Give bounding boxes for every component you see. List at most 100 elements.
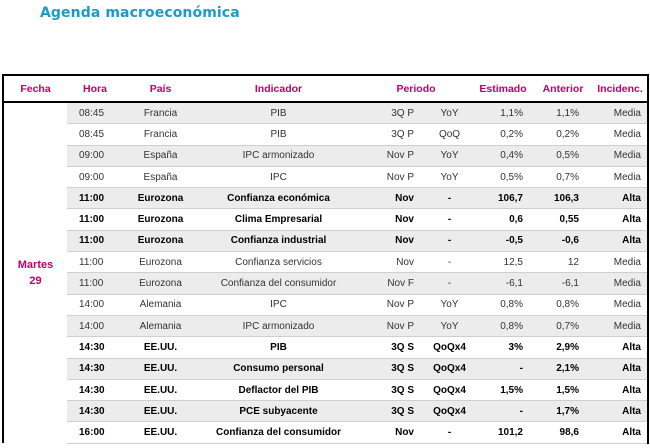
hora-cell: 08:45 bbox=[67, 102, 123, 125]
estimate-cell: 0,2% bbox=[473, 123, 533, 146]
impact-cell: Alta bbox=[593, 187, 649, 210]
table-row: 11:00 Eurozona Confianza servicios Nov -12,5… bbox=[3, 251, 649, 274]
type-cell: - bbox=[426, 251, 473, 274]
indicator-cell: IPC armonizado bbox=[198, 315, 359, 338]
indicator-cell: IPC bbox=[198, 294, 359, 316]
period-cell: 3Q S bbox=[359, 379, 426, 402]
hora-cell: 14:00 bbox=[67, 315, 123, 338]
hora-cell: 11:00 bbox=[67, 272, 123, 295]
hora-cell: 14:30 bbox=[67, 358, 123, 380]
indicator-cell: PIB bbox=[198, 336, 359, 359]
estimate-cell: 1,5% bbox=[473, 379, 533, 402]
estimate-cell: -6,1 bbox=[473, 272, 533, 295]
estimate-cell: 101,2 bbox=[473, 421, 533, 444]
estimate-cell: 0,8% bbox=[473, 294, 533, 316]
estimate-cell: 0,5% bbox=[473, 166, 533, 189]
type-cell: QoQx4 bbox=[426, 336, 473, 359]
impact-cell: Alta bbox=[593, 208, 649, 231]
impact-cell: Media bbox=[593, 251, 649, 274]
type-cell: - bbox=[426, 208, 473, 231]
hora-cell: 14:30 bbox=[67, 400, 123, 423]
type-cell: - bbox=[426, 187, 473, 210]
period-cell: 3Q S bbox=[359, 358, 426, 380]
country-cell: EE.UU. bbox=[123, 336, 198, 359]
country-cell: Francia bbox=[123, 102, 198, 125]
indicator-cell: Confianza económica bbox=[198, 187, 359, 210]
table-row: 09:00 España IPC armonizado Nov P YoY 0,4% 0,5… bbox=[3, 145, 649, 167]
previous-cell: 106,3 bbox=[533, 187, 593, 210]
indicator-cell: PIB bbox=[198, 102, 359, 125]
hora-cell: 16:00 bbox=[67, 421, 123, 444]
header-hora: Hora bbox=[67, 74, 123, 103]
impact-cell: Media bbox=[593, 123, 649, 146]
table-row: 11:00 Eurozona Confianza económica Nov -106,… bbox=[3, 187, 649, 210]
impact-cell: Media bbox=[593, 294, 649, 316]
table-row: 09:00 España IPC Nov P YoY 0,5% 0,7% Media bbox=[3, 166, 649, 189]
previous-cell: 0,55 bbox=[533, 208, 593, 231]
estimate-cell: -0,5 bbox=[473, 230, 533, 253]
previous-cell: -0,6 bbox=[533, 230, 593, 253]
table-row: 14:00 Alemania IPC Nov P YoY 0,8% 0,8% Media bbox=[3, 294, 649, 316]
country-cell: EE.UU. bbox=[123, 421, 198, 444]
indicator-cell: Confianza industrial bbox=[198, 230, 359, 253]
estimate-cell: 12,5 bbox=[473, 251, 533, 274]
estimate-cell: - bbox=[473, 358, 533, 380]
period-cell: Nov bbox=[359, 208, 426, 231]
header-row: Fecha Hora País Indicador Periodo Estima… bbox=[2, 74, 649, 103]
previous-cell: 1,1% bbox=[533, 102, 593, 125]
country-cell: Eurozona bbox=[123, 187, 198, 210]
table-row: 11:00 Eurozona Confianza industrial Nov - -0,… bbox=[3, 230, 649, 253]
hora-cell: 14:00 bbox=[67, 294, 123, 316]
impact-cell: Alta bbox=[593, 379, 649, 402]
period-cell: 3Q P bbox=[359, 123, 426, 146]
header-estimado: Estimado bbox=[473, 74, 533, 103]
previous-cell: 0,2% bbox=[533, 123, 593, 146]
indicator-cell: Consumo personal bbox=[198, 358, 359, 380]
period-cell: Nov P bbox=[359, 315, 426, 338]
table-row: 14:30 EE.UU. PCE subyacente 3Q S QoQx4-1,7% A… bbox=[3, 400, 649, 423]
type-cell: QoQx4 bbox=[426, 379, 473, 402]
period-cell: Nov bbox=[359, 230, 426, 253]
type-cell: QoQx4 bbox=[426, 358, 473, 380]
previous-cell: 12 bbox=[533, 251, 593, 274]
table-row: Martes 29 08:45 Francia PIB 3Q P YoY 1,1% 1,1%… bbox=[2, 102, 649, 444]
header-fecha: Fecha bbox=[2, 74, 67, 103]
type-cell: - bbox=[426, 230, 473, 253]
country-cell: Eurozona bbox=[123, 251, 198, 274]
type-cell: YoY bbox=[426, 294, 473, 316]
previous-cell: -6,1 bbox=[533, 272, 593, 295]
country-cell: España bbox=[123, 166, 198, 189]
page-title: Agenda macroeconómica bbox=[40, 5, 240, 21]
indicator-cell: IPC bbox=[198, 166, 359, 189]
estimate-cell: 0,6 bbox=[473, 208, 533, 231]
estimate-cell: 1,1% bbox=[473, 102, 533, 125]
date-cell: Martes 29 bbox=[2, 102, 67, 444]
hora-cell: 11:00 bbox=[67, 208, 123, 231]
estimate-cell: 106,7 bbox=[473, 187, 533, 210]
country-cell: EE.UU. bbox=[123, 358, 198, 380]
previous-cell: 0,7% bbox=[533, 315, 593, 338]
impact-cell: Alta bbox=[593, 336, 649, 359]
impact-cell: Alta bbox=[593, 358, 649, 380]
indicator-cell: Confianza servicios bbox=[198, 251, 359, 274]
table-row: 11:00 Eurozona Clima Empresarial Nov -0,6 0,5… bbox=[3, 208, 649, 231]
indicator-cell: Confianza del consumidor bbox=[198, 421, 359, 444]
hora-cell: 09:00 bbox=[67, 166, 123, 189]
date-day: 29 bbox=[29, 275, 42, 288]
impact-cell: Media bbox=[593, 315, 649, 338]
indicator-cell: IPC armonizado bbox=[198, 145, 359, 167]
header-pais: País bbox=[123, 74, 198, 103]
period-cell: Nov F bbox=[359, 272, 426, 295]
period-cell: Nov bbox=[359, 251, 426, 274]
table-row: 11:00 Eurozona Confianza del consumidor Nov… bbox=[3, 272, 649, 295]
country-cell: Francia bbox=[123, 123, 198, 146]
impact-cell: Alta bbox=[593, 400, 649, 423]
country-cell: España bbox=[123, 145, 198, 167]
impact-cell: Alta bbox=[593, 230, 649, 253]
table-row: 14:30 EE.UU. Consumo personal 3Q S QoQx4-2,1… bbox=[3, 358, 649, 380]
period-cell: 3Q P bbox=[359, 102, 426, 125]
previous-cell: 1,5% bbox=[533, 379, 593, 402]
period-cell: Nov bbox=[359, 187, 426, 210]
impact-cell: Media bbox=[593, 272, 649, 295]
previous-cell: 2,9% bbox=[533, 336, 593, 359]
